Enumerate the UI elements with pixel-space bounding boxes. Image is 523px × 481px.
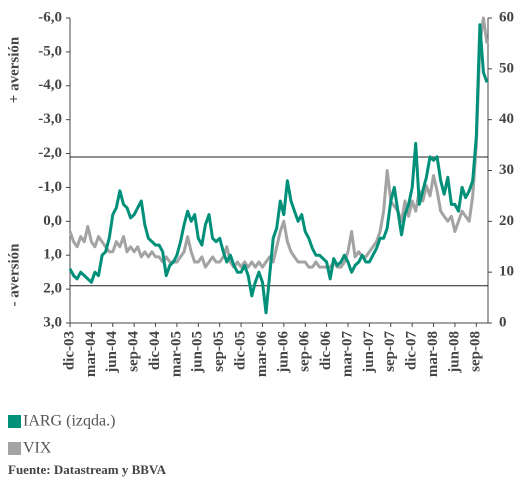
y-tick-label: -2,0: [38, 145, 62, 161]
x-tick-label: sep-06: [297, 331, 313, 372]
y-label-bottom: - aversión: [6, 243, 22, 307]
x-tick-label: mar-06: [254, 331, 270, 378]
source: Fuente: Datastream y BBVA: [8, 462, 167, 477]
x-tick-label: jun-05: [190, 331, 206, 374]
y-tick-label: -6,0: [38, 9, 62, 25]
x-tick-label: jun-08: [446, 331, 462, 374]
x-tick-label: mar-05: [168, 331, 184, 377]
y-tick-label: -3,0: [38, 111, 62, 127]
x-tick-label: dic-04: [147, 331, 163, 371]
y-tick-label: 2,0: [43, 281, 62, 297]
y-tick-label: -4,0: [38, 77, 62, 93]
y-label-top: + aversión: [6, 36, 22, 103]
legend-swatch: [8, 442, 21, 455]
y2-tick-label: 20: [499, 213, 514, 229]
x-tick-label: jun-07: [361, 331, 377, 374]
y-tick-label: -1,0: [38, 179, 62, 195]
x-tick-label: mar-07: [339, 331, 355, 378]
y2-tick-label: 30: [499, 162, 514, 178]
x-tick-label: dic-07: [404, 331, 420, 371]
series-line: [68, 16, 489, 269]
y2-tick-label: 0: [499, 314, 507, 330]
x-tick-label: jun-06: [275, 331, 291, 374]
x-tick-label: dic-06: [318, 331, 334, 371]
x-tick-label: sep-08: [468, 331, 484, 372]
x-tick-label: mar-04: [83, 331, 99, 378]
x-tick-label: jun-04: [104, 331, 120, 374]
y2-tick-label: 60: [499, 9, 514, 25]
x-tick-label: sep-05: [211, 331, 227, 372]
legend-label: IARG (izqda.): [23, 413, 115, 430]
series-line: [68, 23, 489, 315]
legend-swatch: [8, 415, 21, 428]
y-tick-label: 3,0: [43, 314, 62, 330]
x-tick-label: mar-08: [425, 331, 441, 377]
x-tick-label: sep-04: [126, 331, 142, 372]
x-tick-label: dic-05: [233, 331, 249, 370]
x-tick-label: dic-03: [61, 331, 77, 370]
y2-tick-label: 40: [499, 111, 514, 127]
legend-label: VIX: [23, 440, 52, 457]
y-tick-label: -5,0: [38, 43, 62, 59]
x-tick-label: sep-07: [382, 331, 398, 372]
y-tick-label: 1,0: [43, 247, 62, 263]
y-tick-label: 0,0: [43, 213, 62, 229]
y2-tick-label: 10: [499, 264, 514, 280]
y2-tick-label: 50: [499, 60, 514, 76]
